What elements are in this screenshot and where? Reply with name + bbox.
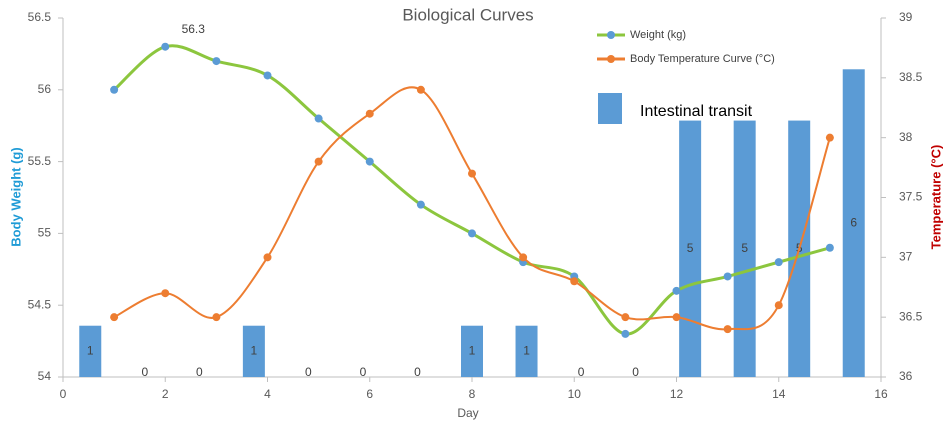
bar-label: 5	[741, 241, 748, 255]
y2-tick-label: 37.5	[899, 190, 923, 204]
y-axis-label: Body Weight (g)	[8, 147, 23, 246]
marker	[672, 313, 681, 322]
x-tick-label: 0	[60, 387, 67, 401]
legend-label: Intestinal transit	[640, 103, 753, 120]
y-tick-label: 56.5	[28, 10, 52, 24]
x-axis-label: Day	[457, 406, 478, 420]
marker	[570, 277, 579, 286]
marker	[416, 85, 425, 94]
x-tick-label: 2	[162, 387, 169, 401]
y2-axis-label: Temperature (°C)	[928, 145, 943, 250]
legend-label: Weight (kg)	[630, 29, 686, 41]
marker	[621, 313, 630, 322]
marker	[212, 313, 221, 322]
x-tick-label: 6	[366, 387, 373, 401]
x-tick-label: 4	[264, 387, 271, 401]
y-tick-label: 54.5	[28, 297, 52, 311]
bar-label: 1	[523, 344, 530, 358]
marker	[263, 253, 272, 262]
bar-label: 0	[414, 365, 421, 379]
bar-label: 1	[251, 344, 258, 358]
bar-label: 5	[687, 241, 694, 255]
data-label: 56.3	[182, 22, 206, 36]
bar-label: 0	[360, 365, 367, 379]
legend-marker	[607, 55, 615, 63]
x-tick-label: 10	[568, 387, 582, 401]
bar	[515, 325, 538, 377]
legend-swatch	[598, 93, 622, 124]
x-tick-label: 16	[874, 387, 888, 401]
y-tick-label: 54	[38, 369, 52, 383]
y2-tick-label: 39	[899, 10, 913, 24]
y2-tick-label: 36.5	[899, 309, 923, 323]
marker	[468, 229, 476, 238]
x-tick-label: 12	[670, 387, 684, 401]
marker	[263, 71, 272, 80]
marker	[774, 258, 783, 267]
line	[113, 44, 831, 336]
marker	[723, 325, 732, 334]
marker	[110, 313, 119, 322]
bar	[679, 120, 702, 378]
marker	[672, 286, 681, 295]
marker	[723, 272, 732, 281]
legend-label: Body Temperature Curve (°C)	[630, 53, 775, 65]
line	[113, 86, 831, 331]
y-tick-label: 55.5	[28, 154, 52, 168]
bar	[842, 69, 865, 378]
bar-label: 0	[632, 365, 639, 379]
y2-tick-label: 36	[899, 369, 913, 383]
marker	[161, 42, 170, 51]
marker	[825, 243, 834, 252]
bar-label: 0	[305, 365, 312, 379]
bar-label: 0	[578, 365, 585, 379]
bar	[733, 120, 756, 378]
legend-marker	[607, 31, 615, 39]
bar-label: 0	[196, 365, 203, 379]
bar-label: 6	[850, 215, 857, 229]
bar	[461, 325, 483, 377]
bar	[79, 325, 102, 377]
chart-title: Biological Curves	[402, 5, 533, 24]
marker	[212, 57, 221, 66]
y-tick-label: 55	[38, 226, 52, 240]
bar-label: 1	[469, 344, 476, 358]
marker	[365, 109, 374, 118]
marker	[314, 157, 323, 166]
marker	[825, 133, 834, 142]
marker	[314, 114, 323, 123]
marker	[468, 169, 476, 178]
marker	[110, 85, 119, 94]
marker	[416, 200, 425, 209]
marker	[365, 157, 374, 166]
y2-tick-label: 38.5	[899, 70, 923, 84]
marker	[621, 329, 630, 338]
marker	[774, 301, 783, 310]
y2-tick-label: 37	[899, 250, 913, 264]
y-tick-label: 56	[38, 82, 52, 96]
x-tick-label: 14	[772, 387, 786, 401]
marker	[161, 289, 170, 298]
x-tick-label: 8	[469, 387, 476, 401]
y2-tick-label: 38	[899, 130, 913, 144]
bar-label: 1	[87, 344, 94, 358]
bar-label: 0	[141, 365, 148, 379]
bar	[242, 325, 265, 377]
marker	[519, 253, 528, 262]
